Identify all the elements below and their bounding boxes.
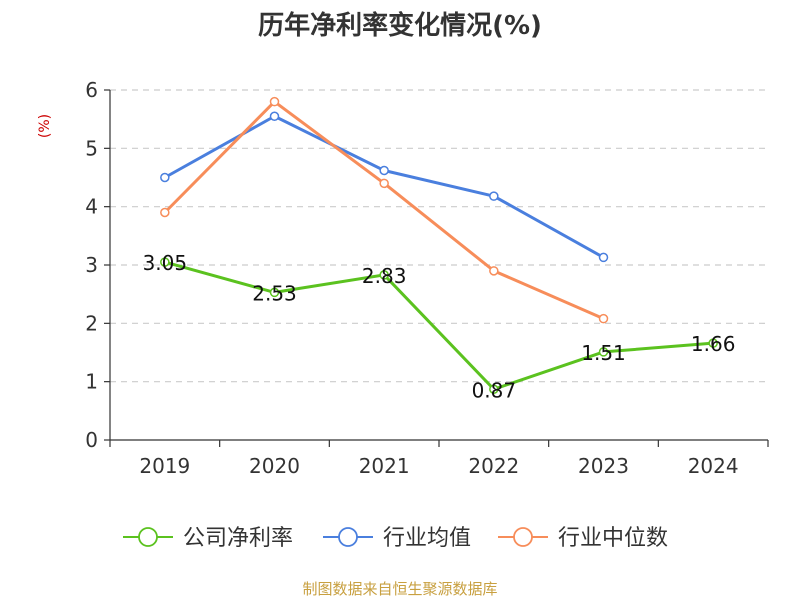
data-point — [379, 178, 389, 189]
data-point — [598, 252, 609, 263]
x-tick-label: 2022 — [468, 454, 519, 478]
legend-marker — [138, 527, 158, 547]
legend-marker — [513, 527, 533, 547]
x-tick-label: 2024 — [688, 454, 739, 478]
chart-title: 历年净利率变化情况(%) — [258, 10, 542, 41]
data-point — [379, 165, 389, 176]
x-tick-label: 2020 — [249, 454, 300, 478]
y-tick-label: 1 — [85, 370, 98, 394]
x-tick-label: 2019 — [139, 454, 190, 478]
data-point — [598, 347, 609, 357]
data-label: 0.87 — [472, 378, 517, 402]
data-point — [598, 313, 609, 324]
y-tick-label: 3 — [85, 253, 98, 277]
data-label: 2.53 — [252, 281, 297, 305]
y-tick-label: 4 — [85, 195, 98, 219]
data-point — [489, 266, 499, 276]
data-label: 1.51 — [581, 341, 626, 365]
data-point — [160, 207, 170, 218]
x-tick-label: 2023 — [578, 454, 629, 478]
y-tick-label: 0 — [85, 428, 98, 452]
legend-label: 行业中位数 — [558, 526, 668, 551]
legend-label: 行业均值 — [383, 526, 471, 551]
data-label: 3.05 — [143, 251, 188, 275]
legend-marker — [338, 527, 358, 547]
data-label: 1.66 — [691, 332, 736, 356]
data-point — [269, 111, 280, 121]
data-label: 2.83 — [362, 264, 407, 288]
data-point — [379, 270, 389, 280]
legend-label: 公司净利率 — [183, 526, 293, 551]
series-line-0 — [164, 260, 714, 391]
y-tick-label: 5 — [85, 136, 98, 160]
y-axis-label: (%) — [37, 114, 53, 138]
data-point — [160, 257, 170, 267]
data-point — [708, 338, 718, 348]
data-point — [489, 384, 499, 394]
data-point — [269, 96, 280, 107]
x-tick-label: 2021 — [359, 454, 410, 478]
data-point — [160, 172, 170, 183]
data-point — [489, 191, 499, 201]
y-tick-label: 6 — [85, 78, 98, 102]
data-point — [269, 287, 280, 298]
source-note: 制图数据来自恒生聚源数据库 — [302, 580, 497, 598]
y-tick-label: 2 — [85, 311, 98, 335]
